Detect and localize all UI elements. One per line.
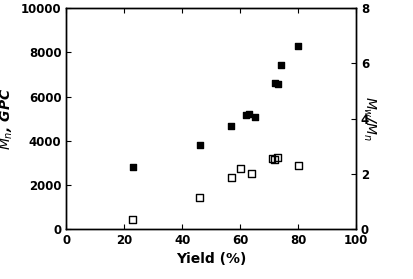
Point xyxy=(294,44,301,48)
Point xyxy=(274,82,280,87)
Point xyxy=(236,166,243,170)
Point xyxy=(271,81,278,86)
Y-axis label: $M_w$/$M_n$: $M_w$/$M_n$ xyxy=(360,96,377,141)
Point xyxy=(268,156,275,161)
Point xyxy=(196,195,202,199)
Point xyxy=(129,165,136,169)
Point xyxy=(277,62,283,67)
Point xyxy=(196,143,202,147)
Point xyxy=(228,124,234,129)
Point xyxy=(248,171,254,176)
Point xyxy=(245,112,252,116)
X-axis label: Yield (%): Yield (%) xyxy=(176,252,246,266)
Point xyxy=(242,113,249,117)
Point xyxy=(228,175,234,180)
Point xyxy=(271,158,278,162)
Point xyxy=(274,155,280,159)
Point xyxy=(294,163,301,168)
Point xyxy=(129,218,136,222)
Point xyxy=(251,115,257,120)
Y-axis label: $M_{n}$, GPC: $M_{n}$, GPC xyxy=(0,87,15,150)
